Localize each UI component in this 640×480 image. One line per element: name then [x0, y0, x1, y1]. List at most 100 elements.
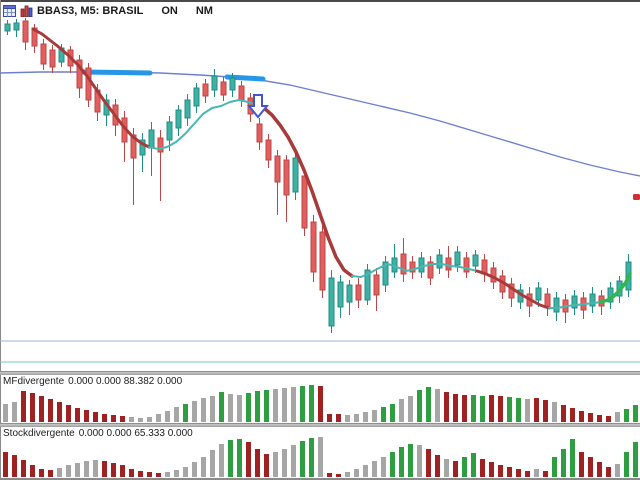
histogram-bar [633, 442, 638, 477]
histogram-bar [354, 469, 359, 477]
sell-arrow-annotation[interactable] [246, 94, 270, 119]
candle-body [31, 27, 38, 47]
histogram-bar [57, 402, 62, 422]
histogram-bar [345, 472, 350, 477]
histogram-bar [75, 463, 80, 477]
histogram-bar [39, 396, 44, 422]
candle-body [463, 257, 470, 273]
candle-body [175, 109, 182, 129]
histogram-bar [363, 412, 368, 422]
candle-body [157, 137, 164, 153]
candle-body [382, 261, 389, 286]
market-tag-nm: NM [195, 5, 213, 17]
indicator-values: 0.000 0.000 88.382 0.000 [68, 376, 183, 387]
panel-divider[interactable] [0, 371, 640, 375]
histogram-bar [624, 452, 629, 477]
candle-body [292, 157, 299, 193]
indicator-values: 0.000 0.000 65.333 0.000 [78, 428, 193, 439]
candle-body [328, 277, 335, 327]
histogram-bar [534, 398, 539, 422]
histogram-bar [336, 414, 341, 422]
histogram-bar [246, 393, 251, 422]
histogram-bar [57, 468, 62, 477]
price-chart[interactable] [0, 0, 640, 371]
histogram-bar [102, 461, 107, 477]
histogram-bar [183, 404, 188, 422]
histogram-bar [498, 465, 503, 477]
histogram-bar [147, 472, 152, 477]
histogram-bar [579, 452, 584, 477]
histogram-bar [480, 459, 485, 477]
histogram-bar [453, 394, 458, 422]
histogram-bar [597, 415, 602, 422]
histogram-bar [192, 401, 197, 422]
histogram-bar [615, 464, 620, 477]
histogram-bar [111, 415, 116, 422]
fast-ma-line [31, 27, 632, 310]
candle-body [409, 261, 416, 273]
histogram-bar [372, 461, 377, 477]
histogram-bar [30, 393, 35, 422]
candle-body [193, 87, 200, 107]
candle-body [364, 269, 371, 301]
histogram-bar [570, 408, 575, 422]
histogram-bar [426, 387, 431, 422]
window-left-border [0, 0, 1, 480]
histogram-bar [12, 455, 17, 477]
histogram-bar [228, 394, 233, 422]
histogram-bar [561, 449, 566, 477]
histogram-bar [219, 444, 224, 477]
histogram-bar [30, 465, 35, 477]
histogram-bar [39, 469, 44, 477]
histogram-bar [156, 473, 161, 477]
histogram-bar [471, 453, 476, 477]
candle-body [229, 77, 236, 91]
histogram-bar [399, 399, 404, 422]
histogram-bar [219, 392, 224, 422]
histogram-bar [453, 461, 458, 477]
symbol-timeframe-label: BBAS3, M5: BRASIL [37, 5, 144, 17]
level-lines [0, 340, 640, 363]
candle-body [346, 284, 353, 303]
histogram-bar [246, 442, 251, 477]
histogram-bar [84, 461, 89, 477]
histogram-bar [12, 402, 17, 422]
histogram-bar [327, 473, 332, 477]
candle-body [436, 254, 443, 269]
candle-body [85, 67, 92, 101]
candle-body [553, 297, 560, 313]
candle-body [400, 253, 407, 275]
mf-divergente-panel[interactable]: MFdivergente 0.000 0.000 88.382 0.000 [0, 375, 640, 423]
histogram-bar [210, 396, 215, 422]
histogram-bar [606, 467, 611, 477]
candle-body [355, 284, 362, 301]
histogram-bar [408, 396, 413, 422]
candle-body [310, 221, 317, 273]
histogram-bar [588, 457, 593, 477]
candle-body [49, 49, 56, 68]
histogram-bar [435, 455, 440, 477]
histogram-bar [327, 414, 332, 422]
histogram-bar [318, 437, 323, 477]
histogram-bar [255, 391, 260, 422]
histogram-bar [345, 415, 350, 422]
mf-divergente-label: MFdivergente 0.000 0.000 88.382 0.000 [3, 376, 182, 387]
histogram-bar [390, 404, 395, 422]
candle-body [301, 175, 308, 229]
candle-body [319, 231, 326, 291]
histogram-bar [516, 469, 521, 477]
histogram-bar [597, 462, 602, 477]
histogram-bar [228, 440, 233, 477]
histogram-bar [48, 399, 53, 422]
histogram-bar [273, 452, 278, 477]
candle-body [283, 159, 290, 196]
window-bottom-border [0, 478, 640, 480]
panel-divider[interactable] [0, 423, 640, 427]
histogram-bar [192, 462, 197, 477]
indicator-name: MFdivergente [3, 376, 65, 387]
stock-divergente-panel[interactable]: Stockdivergente 0.000 0.000 65.333 0.000 [0, 427, 640, 478]
candle-body [427, 261, 434, 279]
histogram-bar [66, 405, 71, 422]
histogram-bar [606, 416, 611, 422]
histogram-bar [435, 389, 440, 422]
